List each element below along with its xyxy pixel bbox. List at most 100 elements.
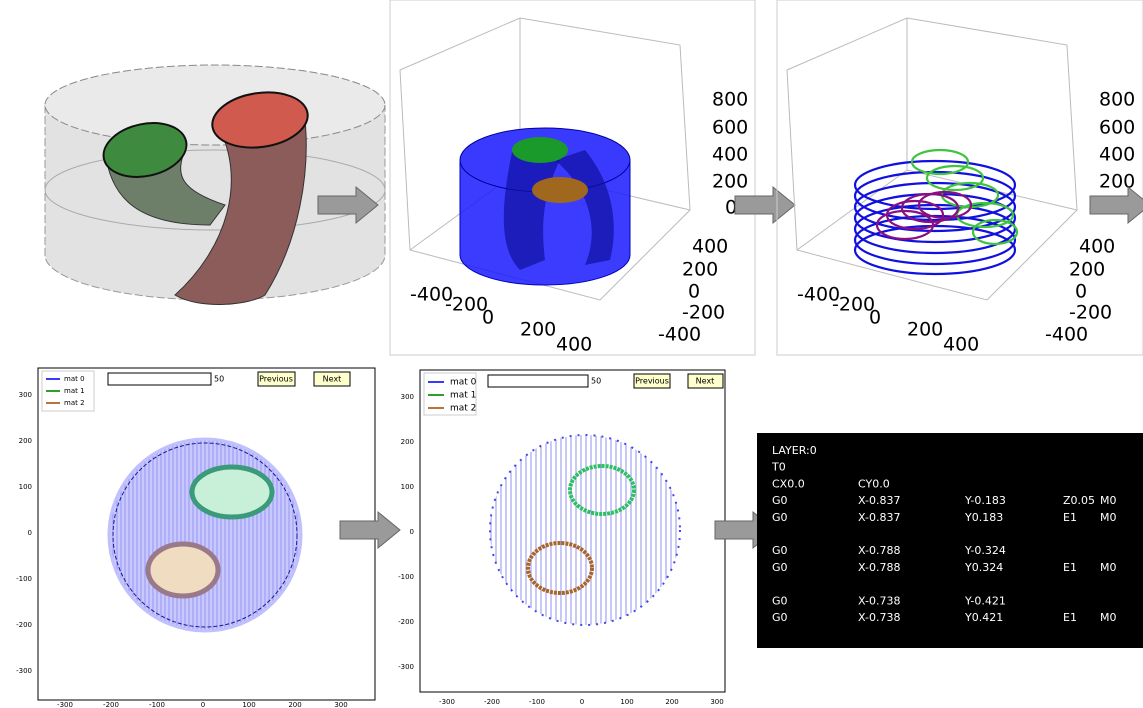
solid-3d-plot <box>389 0 756 356</box>
gcode-token: Z0.05 <box>1063 494 1095 507</box>
gcode-token: Y-0.324 <box>964 544 1006 557</box>
layer-input[interactable] <box>487 374 589 388</box>
gcode-token: E1 <box>1063 611 1077 624</box>
y-tick-label: 100 <box>19 483 32 491</box>
y-tick-label: -200 <box>682 302 725 324</box>
y-tick-label: 200 <box>682 259 718 281</box>
x-tick-label: 400 <box>943 334 979 356</box>
x-tick-label: 400 <box>556 334 592 356</box>
y-tick-label: 0 <box>688 281 700 303</box>
y-tick-label: 200 <box>1069 259 1105 281</box>
x-tick-label: 100 <box>242 701 255 708</box>
x-tick-label: -200 <box>484 698 500 706</box>
gcode-token: M0 <box>1100 511 1117 524</box>
x-tick-label: 0 <box>201 701 205 708</box>
x-tick-label: 0 <box>580 698 584 706</box>
y-tick-label: -200 <box>1069 302 1112 324</box>
y-tick-label: -400 <box>1045 324 1088 346</box>
gcode-token: Y0.421 <box>964 611 1003 624</box>
y-tick-label: -100 <box>398 573 414 581</box>
previous-button[interactable] <box>633 373 671 389</box>
button-label: Previous <box>259 375 293 384</box>
y-tick-label: 100 <box>401 483 414 491</box>
next-button[interactable] <box>313 371 351 387</box>
x-tick-label: 200 <box>665 698 678 706</box>
x-tick-label: -100 <box>149 701 165 708</box>
button-label: Next <box>323 375 342 384</box>
gcode-token: X-0.738 <box>858 611 900 624</box>
legend-label: mat 1 <box>64 387 85 395</box>
legend-label: mat 0 <box>64 375 85 383</box>
gcode-token: T0 <box>771 461 786 474</box>
legend-label: mat 2 <box>450 404 476 414</box>
gcode-panel <box>757 433 1143 648</box>
z-tick-label: 400 <box>1099 144 1135 166</box>
y-tick-label: 300 <box>401 393 414 401</box>
y-tick-label: -300 <box>16 667 32 675</box>
y-tick-label: 300 <box>19 391 32 399</box>
gcode-token: G0 <box>772 494 788 507</box>
y-tick-label: -200 <box>398 618 414 626</box>
gcode-token: X-0.788 <box>858 544 900 557</box>
y-tick-label: 0 <box>410 528 414 536</box>
gcode-token: Y0.324 <box>964 561 1003 574</box>
x-tick-label: -300 <box>57 701 73 708</box>
gcode-token: G0 <box>772 511 788 524</box>
x-tick-label: -200 <box>445 294 488 316</box>
z-tick-label: 400 <box>712 144 748 166</box>
gcode-token: G0 <box>772 544 788 557</box>
gcode-token: X-0.837 <box>858 494 900 507</box>
y-tick-label: 0 <box>1075 281 1087 303</box>
input-value: 50 <box>591 377 601 386</box>
gcode-token: CY0.0 <box>858 477 890 490</box>
gcode-token: G0 <box>772 611 788 624</box>
gcode-token: Y-0.183 <box>964 494 1006 507</box>
input-value: 50 <box>214 375 224 384</box>
gcode-token: LAYER:0 <box>772 444 817 457</box>
legend-label: mat 0 <box>450 378 477 388</box>
gcode-token: Y-0.421 <box>964 594 1006 607</box>
layer-input[interactable] <box>107 372 212 386</box>
y-tick-label: 400 <box>1079 236 1115 258</box>
x-tick-label: 100 <box>620 698 633 706</box>
legend-label: mat 2 <box>64 399 85 407</box>
z-tick-label: 800 <box>712 89 748 111</box>
y-tick-label: -100 <box>16 575 32 583</box>
x-tick-label: -400 <box>410 284 453 306</box>
z-tick-label: 600 <box>1099 117 1135 139</box>
x-tick-label: -200 <box>832 294 875 316</box>
x-tick-label: 200 <box>288 701 301 708</box>
gcode-token: E1 <box>1063 561 1077 574</box>
gcode-token: M0 <box>1100 561 1117 574</box>
x-tick-label: 200 <box>520 319 556 341</box>
previous-button[interactable] <box>257 371 296 387</box>
legend-label: mat 1 <box>450 391 476 401</box>
cad-render <box>44 64 386 305</box>
y-tick-label: 400 <box>692 236 728 258</box>
y-tick-label: -200 <box>16 621 32 629</box>
z-tick-label: 0 <box>725 197 737 219</box>
x-tick-label: 300 <box>334 701 347 708</box>
x-tick-label: 300 <box>710 698 723 706</box>
next-button[interactable] <box>687 373 724 389</box>
z-tick-label: 200 <box>712 171 748 193</box>
x-tick-label: 0 <box>869 307 881 329</box>
gcode-token: Y0.183 <box>964 511 1003 524</box>
x-tick-label: -400 <box>797 284 840 306</box>
gcode-token: M0 <box>1100 494 1117 507</box>
gcode-token: E1 <box>1063 511 1077 524</box>
slice-plot <box>37 367 376 701</box>
gcode-token: X-0.837 <box>858 511 900 524</box>
x-tick-label: -200 <box>103 701 119 708</box>
contour-3d-plot <box>776 0 1143 356</box>
z-tick-label: 800 <box>1099 89 1135 111</box>
gcode-token: X-0.738 <box>858 594 900 607</box>
gcode-token: M0 <box>1100 611 1117 624</box>
y-tick-label: -400 <box>658 324 701 346</box>
y-tick-label: 200 <box>19 437 32 445</box>
button-label: Previous <box>635 377 669 386</box>
y-tick-label: 0 <box>28 529 32 537</box>
x-tick-label: 0 <box>482 307 494 329</box>
y-tick-label: -300 <box>398 663 414 671</box>
